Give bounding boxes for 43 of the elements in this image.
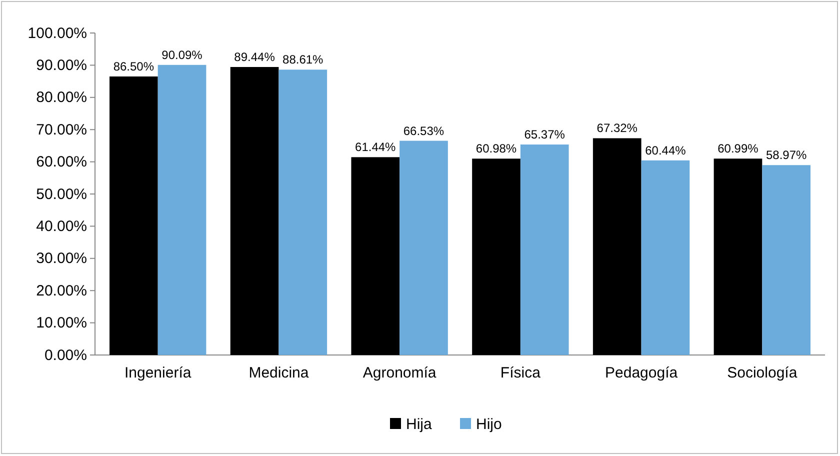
bar [278, 70, 328, 355]
bar [641, 160, 690, 355]
bar [230, 67, 279, 355]
data-label: 89.44% [234, 50, 276, 64]
data-label: 67.32% [596, 121, 638, 136]
data-label: 66.53% [403, 124, 444, 138]
y-tick-label: 50.00% [36, 186, 87, 203]
bar [110, 76, 158, 355]
x-tick-label: Pedagogía [605, 364, 678, 382]
y-tick-label: 100.00% [28, 24, 87, 42]
y-tick-label: 90.00% [36, 57, 87, 74]
bar [762, 165, 810, 355]
x-tick-label: Ingeniería [124, 364, 192, 382]
x-tick-label: Sociología [727, 364, 798, 382]
y-tick-label: 40.00% [36, 218, 87, 235]
data-label: 60.98% [476, 142, 517, 156]
x-tick-label: Medicina [248, 364, 310, 382]
legend-label: Hija [406, 416, 432, 433]
bar [714, 158, 762, 355]
data-label: 65.37% [524, 128, 566, 142]
bar [592, 138, 642, 355]
bar [158, 64, 206, 355]
x-tick-label: Física [500, 364, 542, 382]
data-label: 90.09% [162, 48, 203, 62]
data-label: 60.99% [718, 142, 759, 156]
x-tick-label: Agronomía [362, 364, 437, 382]
y-tick-label: 20.00% [36, 282, 87, 300]
bar [400, 140, 448, 355]
data-label: 86.50% [113, 59, 154, 74]
bar [472, 158, 520, 355]
legend-label: Hijo [476, 416, 502, 433]
data-label: 88.61% [282, 52, 324, 67]
y-tick-label: 10.00% [36, 314, 87, 332]
y-tick-label: 80.00% [36, 89, 87, 106]
y-tick-label: 60.00% [36, 154, 87, 171]
y-tick-label: 30.00% [36, 250, 87, 268]
y-tick-label: 70.00% [36, 121, 87, 138]
bar [351, 157, 400, 355]
y-tick-label: 0.00% [44, 346, 87, 364]
data-label: 61.44% [355, 140, 396, 154]
data-label: 58.97% [766, 148, 807, 162]
data-label: 60.44% [645, 143, 686, 158]
bar [520, 144, 569, 355]
